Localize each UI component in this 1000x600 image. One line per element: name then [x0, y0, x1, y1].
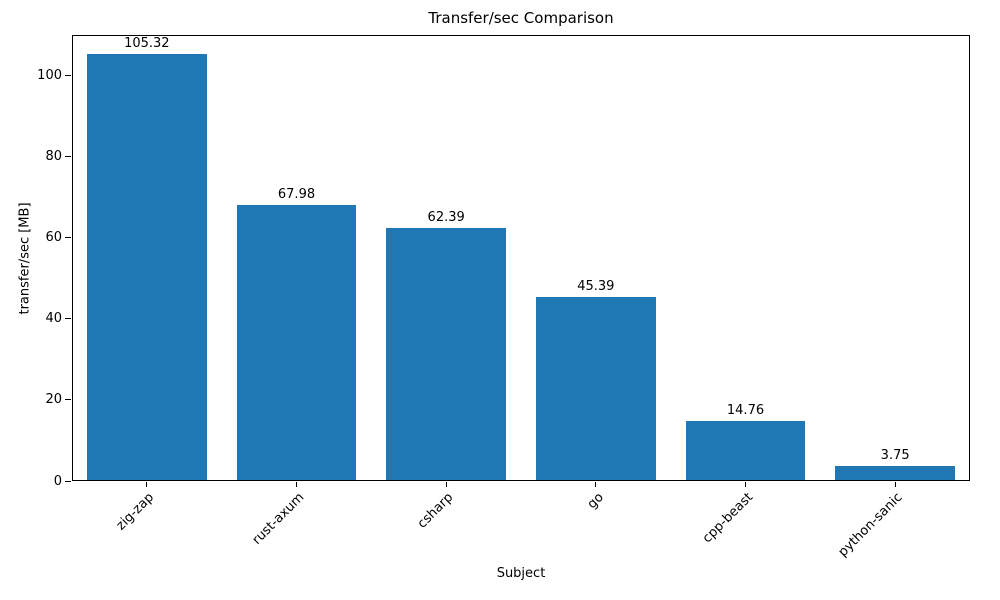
- chart-title: Transfer/sec Comparison: [428, 9, 614, 27]
- y-tick-mark: [65, 399, 71, 401]
- y-tick-mark: [65, 156, 71, 158]
- bar-zig-zap: [86, 53, 207, 480]
- x-tick-mark: [146, 482, 148, 487]
- plot-area: [72, 35, 970, 481]
- y-axis-label-container: transfer/sec [MB]: [14, 35, 36, 481]
- bar-value-label: 62.39: [427, 210, 465, 226]
- x-tick-label: rust-axum: [249, 490, 308, 548]
- y-tick-label: 20: [45, 392, 62, 408]
- x-axis-label: Subject: [496, 566, 546, 581]
- x-tick-mark: [894, 482, 896, 487]
- x-tick-label: csharp: [415, 490, 457, 532]
- y-tick-mark: [65, 237, 71, 239]
- bar-cpp-beast: [685, 421, 806, 480]
- x-tick-mark: [445, 482, 447, 487]
- x-tick-mark: [595, 482, 597, 487]
- x-tick-label: cpp-beast: [699, 490, 757, 547]
- y-tick-label: 80: [45, 149, 62, 165]
- bar-csharp: [386, 228, 507, 480]
- bar-go: [535, 296, 656, 480]
- bar-value-label: 45.39: [577, 278, 615, 294]
- bar-value-label: 3.75: [880, 447, 910, 463]
- bar-rust-axum: [236, 205, 357, 480]
- bar-value-label: 105.32: [124, 35, 170, 51]
- y-tick-label: 0: [53, 473, 62, 489]
- y-tick-label: 100: [37, 68, 62, 84]
- x-tick-mark: [296, 482, 297, 487]
- x-tick-label: zig-zap: [114, 490, 158, 534]
- bar-python-sanic: [835, 465, 956, 480]
- x-tick-label: python-sanic: [835, 490, 906, 560]
- x-tick-mark: [745, 482, 746, 487]
- bar-value-label: 67.98: [277, 187, 316, 203]
- bar-value-label: 14.76: [726, 403, 765, 419]
- y-tick-label: 40: [45, 311, 62, 327]
- x-tick-label: go: [584, 490, 607, 513]
- y-tick-mark: [65, 75, 71, 77]
- y-tick-mark: [65, 318, 71, 320]
- y-axis-label: transfer/sec [MB]: [17, 201, 33, 315]
- y-tick-mark: [65, 480, 71, 482]
- y-tick-label: 60: [45, 230, 62, 246]
